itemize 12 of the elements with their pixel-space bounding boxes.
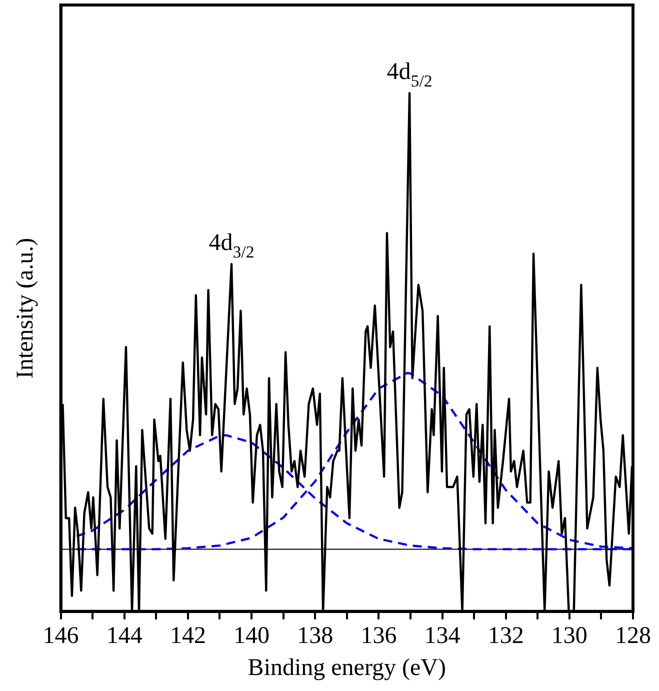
x-axis-title: Binding energy (eV) <box>248 654 446 681</box>
x-tick-label: 132 <box>488 623 524 650</box>
x-tick-label: 130 <box>551 623 588 650</box>
x-tick-label: 128 <box>615 623 651 650</box>
x-tick-label: 142 <box>170 623 206 650</box>
x-tick-label: 136 <box>360 623 397 650</box>
x-tick-label: 134 <box>424 623 460 650</box>
x-tick-label: 144 <box>106 623 142 650</box>
x-tick-label: 146 <box>42 623 79 650</box>
y-axis-title: Intensity (a.u.) <box>12 238 39 379</box>
x-tick-label: 138 <box>297 623 334 650</box>
x-tick-label: 140 <box>234 623 270 650</box>
